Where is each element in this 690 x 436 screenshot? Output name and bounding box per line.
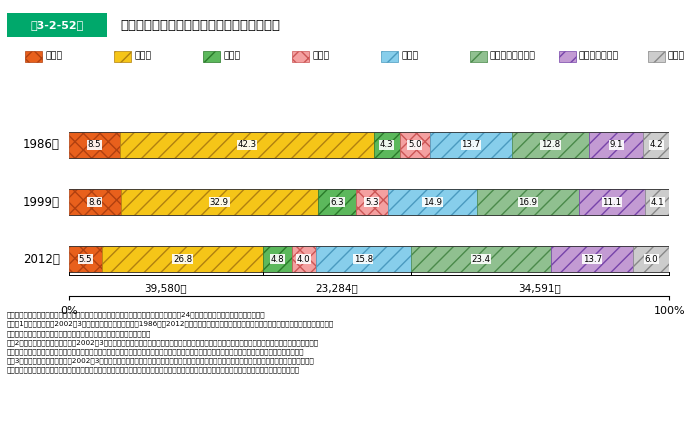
Text: 8.6: 8.6 bbox=[88, 198, 101, 207]
Text: 5.3: 5.3 bbox=[365, 198, 379, 207]
Text: 42.3: 42.3 bbox=[237, 140, 257, 150]
Bar bbox=[644, 132, 669, 158]
FancyBboxPatch shape bbox=[559, 51, 575, 61]
Bar bbox=[589, 132, 644, 158]
Text: 34,591人: 34,591人 bbox=[519, 283, 561, 293]
Text: その他サービス: その他サービス bbox=[579, 51, 619, 60]
Bar bbox=[292, 246, 316, 272]
Text: 6.3: 6.3 bbox=[331, 198, 344, 207]
Bar bbox=[411, 246, 551, 272]
Text: 32.9: 32.9 bbox=[210, 198, 229, 207]
Text: 4.0: 4.0 bbox=[297, 255, 310, 264]
Bar bbox=[579, 189, 645, 215]
Text: 製造業: 製造業 bbox=[135, 51, 152, 60]
Text: 4.8: 4.8 bbox=[270, 255, 284, 264]
FancyBboxPatch shape bbox=[7, 13, 107, 37]
FancyBboxPatch shape bbox=[470, 51, 486, 61]
Text: 小売業: 小売業 bbox=[401, 51, 418, 60]
Text: 資料：総務省「事業所統計調査」、「事業所・企業統計調査」総務省・経済産業省「平成24年経済センサス－活動調査」再編加工
（注）1．産業分類は、2002年3月改訂: 資料：総務省「事業所統計調査」、「事業所・企業統計調査」総務省・経済産業省「平成… bbox=[7, 312, 334, 373]
Text: 14.9: 14.9 bbox=[423, 198, 442, 207]
Bar bbox=[69, 132, 120, 158]
Text: 4.2: 4.2 bbox=[649, 140, 663, 150]
Bar bbox=[551, 246, 633, 272]
Text: 1999年: 1999年 bbox=[23, 196, 60, 208]
Text: その他: その他 bbox=[668, 51, 685, 60]
Bar bbox=[102, 246, 263, 272]
Text: 16.9: 16.9 bbox=[518, 198, 538, 207]
Text: 運輸業: 運輸業 bbox=[223, 51, 240, 60]
Text: 1986年: 1986年 bbox=[23, 138, 60, 151]
Text: 4.1: 4.1 bbox=[651, 198, 664, 207]
Bar bbox=[374, 132, 400, 158]
Bar bbox=[477, 189, 579, 215]
Bar bbox=[645, 189, 670, 215]
Bar bbox=[356, 189, 388, 215]
FancyBboxPatch shape bbox=[648, 51, 664, 61]
FancyBboxPatch shape bbox=[115, 51, 131, 61]
Bar bbox=[430, 132, 512, 158]
Bar bbox=[512, 132, 589, 158]
Text: 6.0: 6.0 bbox=[644, 255, 658, 264]
Bar bbox=[318, 189, 356, 215]
FancyBboxPatch shape bbox=[381, 51, 397, 61]
Text: 卸売業: 卸売業 bbox=[312, 51, 329, 60]
Text: 15.8: 15.8 bbox=[353, 255, 373, 264]
Bar bbox=[633, 246, 669, 272]
Text: 4.3: 4.3 bbox=[380, 140, 394, 150]
Text: 13.7: 13.7 bbox=[462, 140, 480, 150]
Text: 9.1: 9.1 bbox=[609, 140, 623, 150]
FancyBboxPatch shape bbox=[26, 51, 42, 61]
Bar bbox=[400, 132, 430, 158]
Text: 第3-2-52図: 第3-2-52図 bbox=[30, 20, 83, 30]
Text: 23.4: 23.4 bbox=[471, 255, 491, 264]
Bar bbox=[69, 189, 121, 215]
Text: 11.1: 11.1 bbox=[602, 198, 622, 207]
Bar bbox=[120, 132, 374, 158]
Bar bbox=[263, 246, 292, 272]
FancyBboxPatch shape bbox=[204, 51, 220, 61]
Text: 26.8: 26.8 bbox=[173, 255, 192, 264]
Text: 生活関連サービス: 生活関連サービス bbox=[490, 51, 536, 60]
Text: 23,284人: 23,284人 bbox=[315, 283, 358, 293]
Bar bbox=[121, 189, 318, 215]
Text: 5.0: 5.0 bbox=[408, 140, 422, 150]
Text: 2012年: 2012年 bbox=[23, 253, 60, 266]
FancyBboxPatch shape bbox=[293, 51, 309, 61]
Text: 8.5: 8.5 bbox=[88, 140, 101, 150]
Text: 39,580人: 39,580人 bbox=[145, 283, 187, 293]
Bar bbox=[316, 246, 411, 272]
Text: 5.5: 5.5 bbox=[79, 255, 92, 264]
Text: 湖南地域における業種別従業者数比率の推移: 湖南地域における業種別従業者数比率の推移 bbox=[121, 19, 281, 32]
Text: 12.8: 12.8 bbox=[541, 140, 560, 150]
Text: 建設業: 建設業 bbox=[46, 51, 63, 60]
Bar bbox=[69, 246, 102, 272]
Bar bbox=[388, 189, 477, 215]
Text: 13.7: 13.7 bbox=[582, 255, 602, 264]
